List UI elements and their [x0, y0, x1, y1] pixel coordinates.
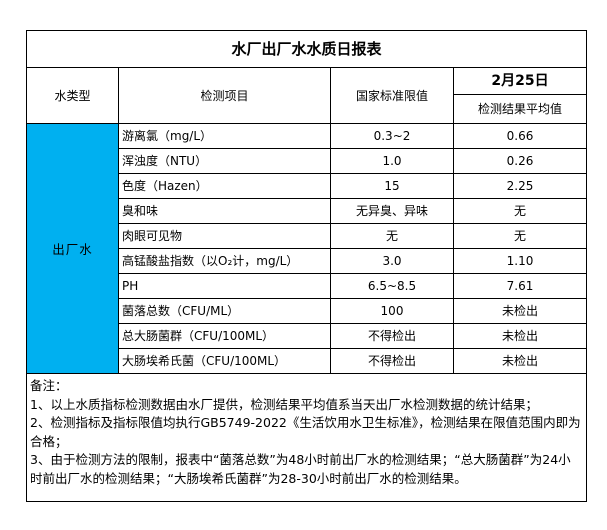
standard-limit-cell: 100 — [331, 299, 454, 323]
header-date-column: 2月25日 检测结果平均值 — [454, 68, 586, 123]
table-row: 总大肠菌群（CFU/100ML） 不得检出 未检出 — [119, 324, 586, 349]
table-row: 大肠埃希氏菌（CFU/100ML） 不得检出 未检出 — [119, 349, 586, 373]
table-body: 出厂水 游离氯（mg/L） 0.3~2 0.66 浑浊度（NTU） 1.0 0.… — [27, 124, 586, 374]
standard-limit-cell: 无 — [331, 224, 454, 248]
standard-limit-cell: 0.3~2 — [331, 124, 454, 148]
table-row: PH 6.5~8.5 7.61 — [119, 274, 586, 299]
header-result-average: 检测结果平均值 — [477, 102, 562, 116]
result-average-cell: 未检出 — [501, 354, 538, 368]
result-average-cell: 未检出 — [501, 304, 538, 318]
result-average-cell: 未检出 — [501, 329, 538, 343]
water-type-value-cell: 出厂水 — [27, 124, 119, 373]
data-rows: 游离氯（mg/L） 0.3~2 0.66 浑浊度（NTU） 1.0 0.26 色… — [119, 124, 586, 373]
table-row: 色度（Hazen） 15 2.25 — [119, 174, 586, 199]
header-water-type: 水类型 — [27, 68, 119, 123]
note-line: 1、以上水质指标检测数据由水厂提供，检测结果平均值系当天出厂水检测数据的统计结果… — [30, 396, 538, 412]
note-line: 3、由于检测方法的限制，报表中“菌落总数”为48小时前出厂水的检测结果；“总大肠… — [30, 452, 571, 486]
result-average-cell: 0.26 — [506, 154, 534, 168]
standard-limit-cell: 3.0 — [331, 249, 454, 273]
test-item-cell: 菌落总数（CFU/ML） — [119, 299, 331, 323]
test-item-cell: 肉眼可见物 — [119, 224, 331, 248]
result-average-cell: 1.10 — [506, 254, 534, 268]
test-item-cell: 浑浊度（NTU） — [119, 149, 331, 173]
test-item-cell: 臭和味 — [119, 199, 331, 223]
result-average-cell: 无 — [513, 229, 526, 243]
table-row: 菌落总数（CFU/ML） 100 未检出 — [119, 299, 586, 324]
test-item-cell: 高锰酸盐指数（以O₂计，mg/L） — [119, 249, 331, 273]
header-date: 2月25日 — [454, 68, 586, 95]
test-item-cell: 色度（Hazen） — [119, 174, 331, 198]
standard-limit-cell: 15 — [331, 174, 454, 198]
standard-limit-cell: 6.5~8.5 — [331, 274, 454, 298]
notes-lines: 1、以上水质指标检测数据由水厂提供，检测结果平均值系当天出厂水检测数据的统计结果… — [30, 396, 583, 489]
note-line: 2、检测指标及指标限值均执行GB5749-2022《生活饮用水卫生标准》，检测结… — [30, 415, 581, 449]
standard-limit-cell: 无异臭、异味 — [331, 199, 454, 223]
standard-limit-cell: 1.0 — [331, 149, 454, 173]
table-header-row: 水类型 检测项目 国家标准限值 2月25日 检测结果平均值 — [27, 68, 586, 124]
notes-label: 备注： — [30, 378, 68, 393]
table-row: 游离氯（mg/L） 0.3~2 0.66 — [119, 124, 586, 149]
header-national-standard-limit: 国家标准限值 — [331, 68, 454, 123]
test-item-cell: 游离氯（mg/L） — [119, 124, 331, 148]
result-average-cell: 0.66 — [506, 129, 534, 143]
result-average-cell: 7.61 — [506, 279, 534, 293]
header-test-item: 检测项目 — [119, 68, 331, 123]
result-average-cell: 2.25 — [506, 179, 534, 193]
table-row: 臭和味 无异臭、异味 无 — [119, 199, 586, 224]
test-item-cell: 大肠埃希氏菌（CFU/100ML） — [119, 349, 331, 373]
table-row: 高锰酸盐指数（以O₂计，mg/L） 3.0 1.10 — [119, 249, 586, 274]
water-quality-report-table: 水厂出厂水水质日报表 水类型 检测项目 国家标准限值 2月25日 检测结果平均值… — [26, 30, 587, 502]
table-row: 肉眼可见物 无 无 — [119, 224, 586, 249]
report-title: 水厂出厂水水质日报表 — [27, 31, 586, 68]
table-row: 浑浊度（NTU） 1.0 0.26 — [119, 149, 586, 174]
test-item-cell: PH — [119, 274, 331, 298]
standard-limit-cell: 不得检出 — [331, 324, 454, 348]
notes-section: 备注： 1、以上水质指标检测数据由水厂提供，检测结果平均值系当天出厂水检测数据的… — [27, 374, 586, 501]
test-item-cell: 总大肠菌群（CFU/100ML） — [119, 324, 331, 348]
result-average-cell: 无 — [513, 204, 526, 218]
standard-limit-cell: 不得检出 — [331, 349, 454, 373]
